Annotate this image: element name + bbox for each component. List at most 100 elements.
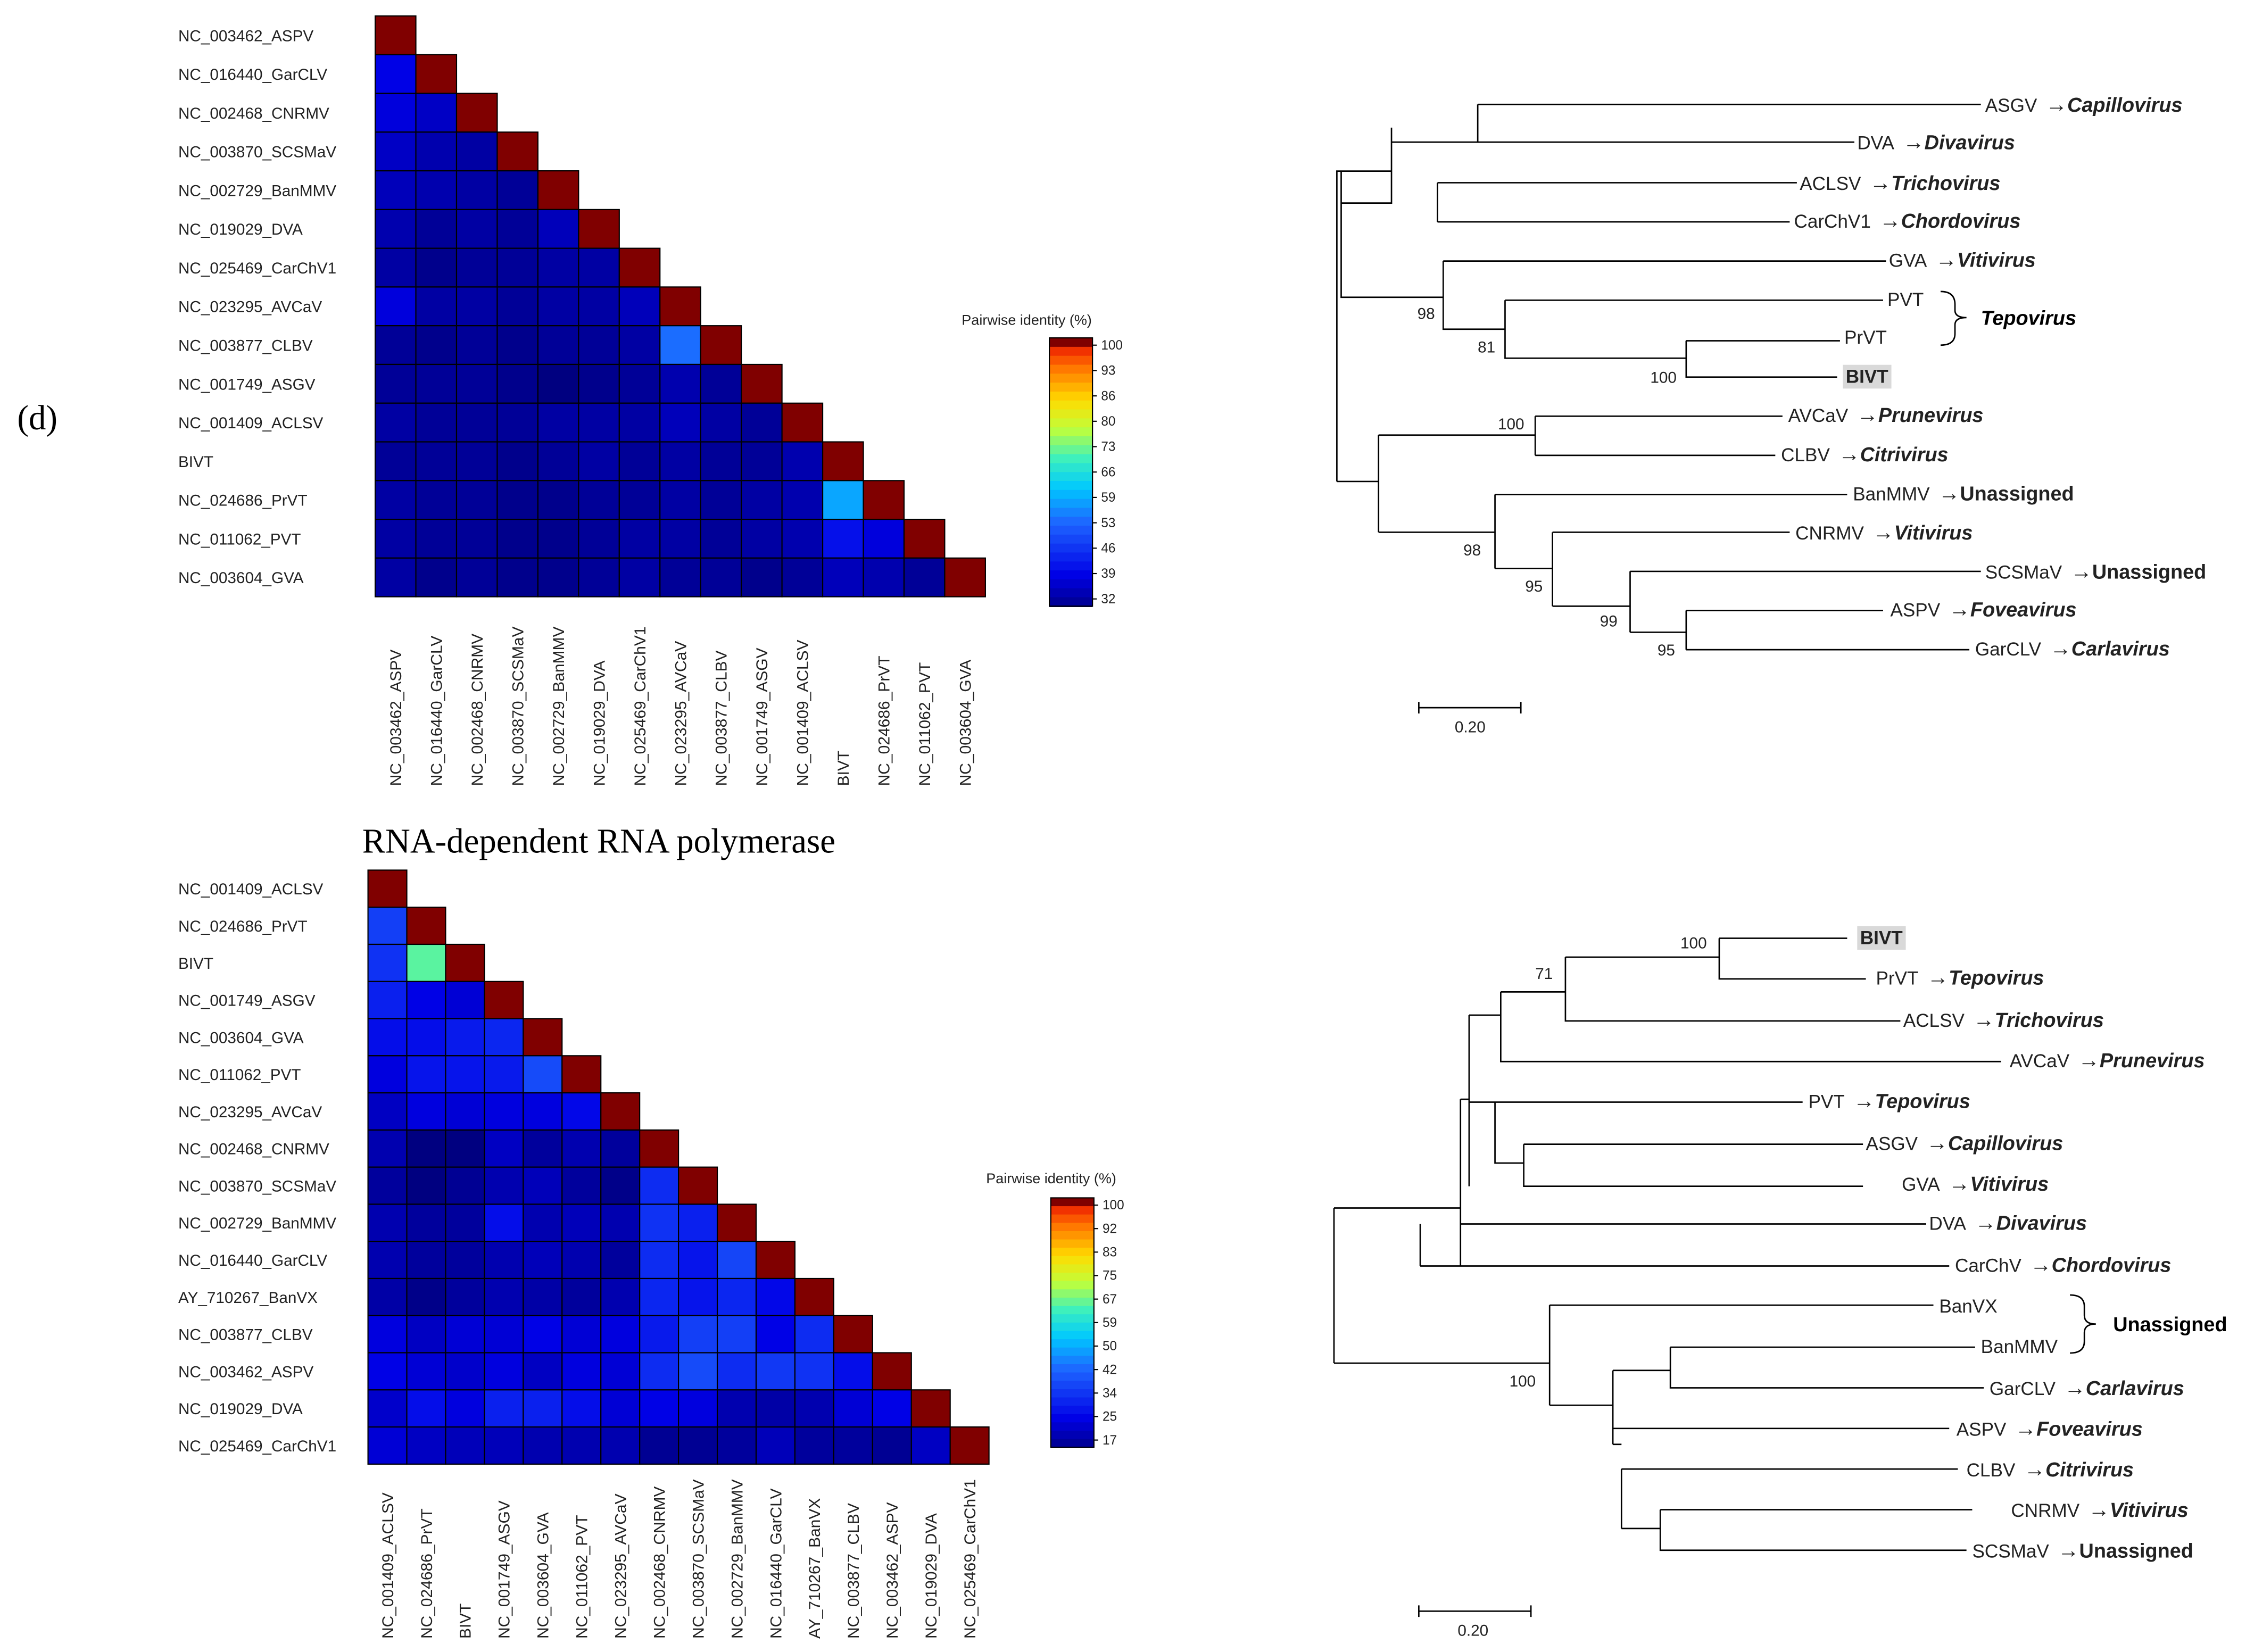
heatmap-cell [741, 518, 783, 559]
legend-tick-label: 66 [1101, 465, 1115, 479]
heatmap-cell [794, 1315, 834, 1354]
column-label: NC_024686_PrVT [876, 655, 893, 786]
tree-branch [1613, 1427, 1950, 1529]
column-label: NC_002468_CNRMV [469, 634, 486, 786]
heatmap-cell [415, 170, 458, 210]
legend-swatch [1050, 1248, 1094, 1257]
legend-tick-label: 25 [1103, 1410, 1117, 1424]
heatmap-cell [755, 1315, 796, 1354]
heatmap-cell [445, 1277, 485, 1316]
heatmap-cell [639, 1166, 679, 1205]
heatmap-cell [578, 363, 620, 404]
heatmap-cell [755, 1241, 796, 1280]
heatmap-cell [639, 1352, 679, 1391]
heatmap-cell [678, 1389, 718, 1428]
row-label: NC_002729_BanMMV [178, 182, 336, 200]
genus-name: Tepovirus [1949, 967, 2044, 990]
heatmap-cell [700, 480, 742, 520]
heatmap-cell [496, 170, 538, 210]
genus-arrow: → [2024, 1457, 2046, 1481]
heatmap-cell [484, 1129, 524, 1168]
legend-bottom: Pairwise identity (%) 100 92 83 75 67 59 50 42 3… [986, 1170, 1124, 1448]
heatmap-cell [484, 1315, 524, 1354]
heatmap-cell [375, 54, 417, 94]
column-label: NC_016440_GarCLV [767, 1488, 785, 1639]
tree-branch [1468, 991, 2001, 1186]
heatmap-cell [406, 907, 446, 945]
genus-name: Capillovirus [2067, 94, 2182, 117]
legend-swatch [1050, 1414, 1094, 1424]
column-label: AY_710267_BanVX [806, 1498, 824, 1639]
heatmap-cell [578, 286, 620, 327]
genus-arrow: → [1872, 520, 1894, 544]
column-label: NC_002729_BanMMV [728, 1479, 746, 1639]
heatmap-cell [537, 363, 579, 404]
heatmap-cell [659, 286, 701, 327]
legend-swatch [1049, 383, 1093, 393]
legend-swatch [1050, 1347, 1094, 1357]
legend-tick-label: 83 [1103, 1245, 1117, 1259]
legend-swatch [1049, 472, 1093, 482]
heatmap-cell [659, 518, 701, 559]
legend-swatch [1050, 1372, 1094, 1382]
heatmap-cell [537, 557, 579, 597]
row-label: NC_019029_DVA [178, 1400, 303, 1418]
tree-branch [1685, 340, 1840, 378]
heatmap-cell [716, 1315, 757, 1354]
column-label: BIVT [835, 751, 852, 786]
legend-swatch [1050, 1389, 1094, 1399]
heatmap-cell [484, 1241, 524, 1280]
heatmap-cell [484, 1389, 524, 1428]
genus-arrow: → [2015, 1416, 2037, 1440]
legend-swatch [1050, 1306, 1094, 1315]
heatmap-cell [406, 1277, 446, 1316]
genus-arrow: → [2050, 636, 2071, 660]
row-label: NC_001749_ASGV [178, 376, 316, 393]
heatmap-cell [375, 325, 417, 366]
heatmap-cell [678, 1277, 718, 1316]
heatmap-cell [484, 1166, 524, 1205]
heatmap-cell [678, 1426, 718, 1465]
heatmap-cell [406, 1092, 446, 1131]
heatmap-cell [445, 1055, 485, 1094]
genus-name: Carlavirus [2086, 1377, 2184, 1400]
legend-tick-label: 92 [1103, 1222, 1117, 1236]
column-label: NC_023295_AVCaV [672, 641, 690, 786]
legend-swatch [1050, 1422, 1094, 1432]
column-label: NC_003462_ASPV [387, 650, 405, 786]
heatmap-cell [484, 1055, 524, 1094]
column-label: NC_003604_GVA [957, 660, 975, 786]
legend-swatch [1050, 1397, 1094, 1407]
legend-tick-label: 100 [1103, 1198, 1124, 1213]
heatmap-cell [375, 93, 417, 133]
genus-arrow: → [1936, 247, 1958, 271]
row-label: NC_011062_PVT [178, 530, 301, 548]
bivt-highlight [1857, 926, 1906, 950]
taxon-label: ACLSV →Trichovirus [1800, 170, 2000, 195]
taxon-label: CLBV →Citrivirus [1781, 442, 1948, 466]
legend-swatch [1050, 1289, 1094, 1299]
legend-swatch [1049, 552, 1093, 562]
heatmap-cell [600, 1277, 641, 1316]
bootstrap-value: 99 [1600, 612, 1618, 630]
heatmap-cell [659, 480, 701, 520]
heatmap-cell [415, 54, 458, 94]
legend-swatch [1050, 1331, 1094, 1340]
heatmap-cell [741, 557, 783, 597]
heatmap-cell [375, 557, 417, 597]
heatmap-cell [496, 286, 538, 327]
heatmap-cell [700, 518, 742, 559]
column-label: NC_019029_DVA [591, 660, 609, 786]
row-label: NC_023295_AVCaV [178, 298, 322, 316]
column-label: BIVT [457, 1603, 475, 1639]
taxon-label: DVA →Divavirus [1929, 1210, 2087, 1234]
legend-swatch [1050, 1281, 1094, 1290]
row-label: NC_001409_ACLSV [178, 881, 323, 898]
heatmap-cell [415, 325, 458, 366]
column-label: NC_003462_ASPV [884, 1502, 901, 1639]
tree-branch [1336, 170, 1392, 482]
heatmap-cell [700, 325, 742, 366]
row-label: NC_011062_PVT [178, 1066, 301, 1084]
heatmap-cell [415, 247, 458, 288]
